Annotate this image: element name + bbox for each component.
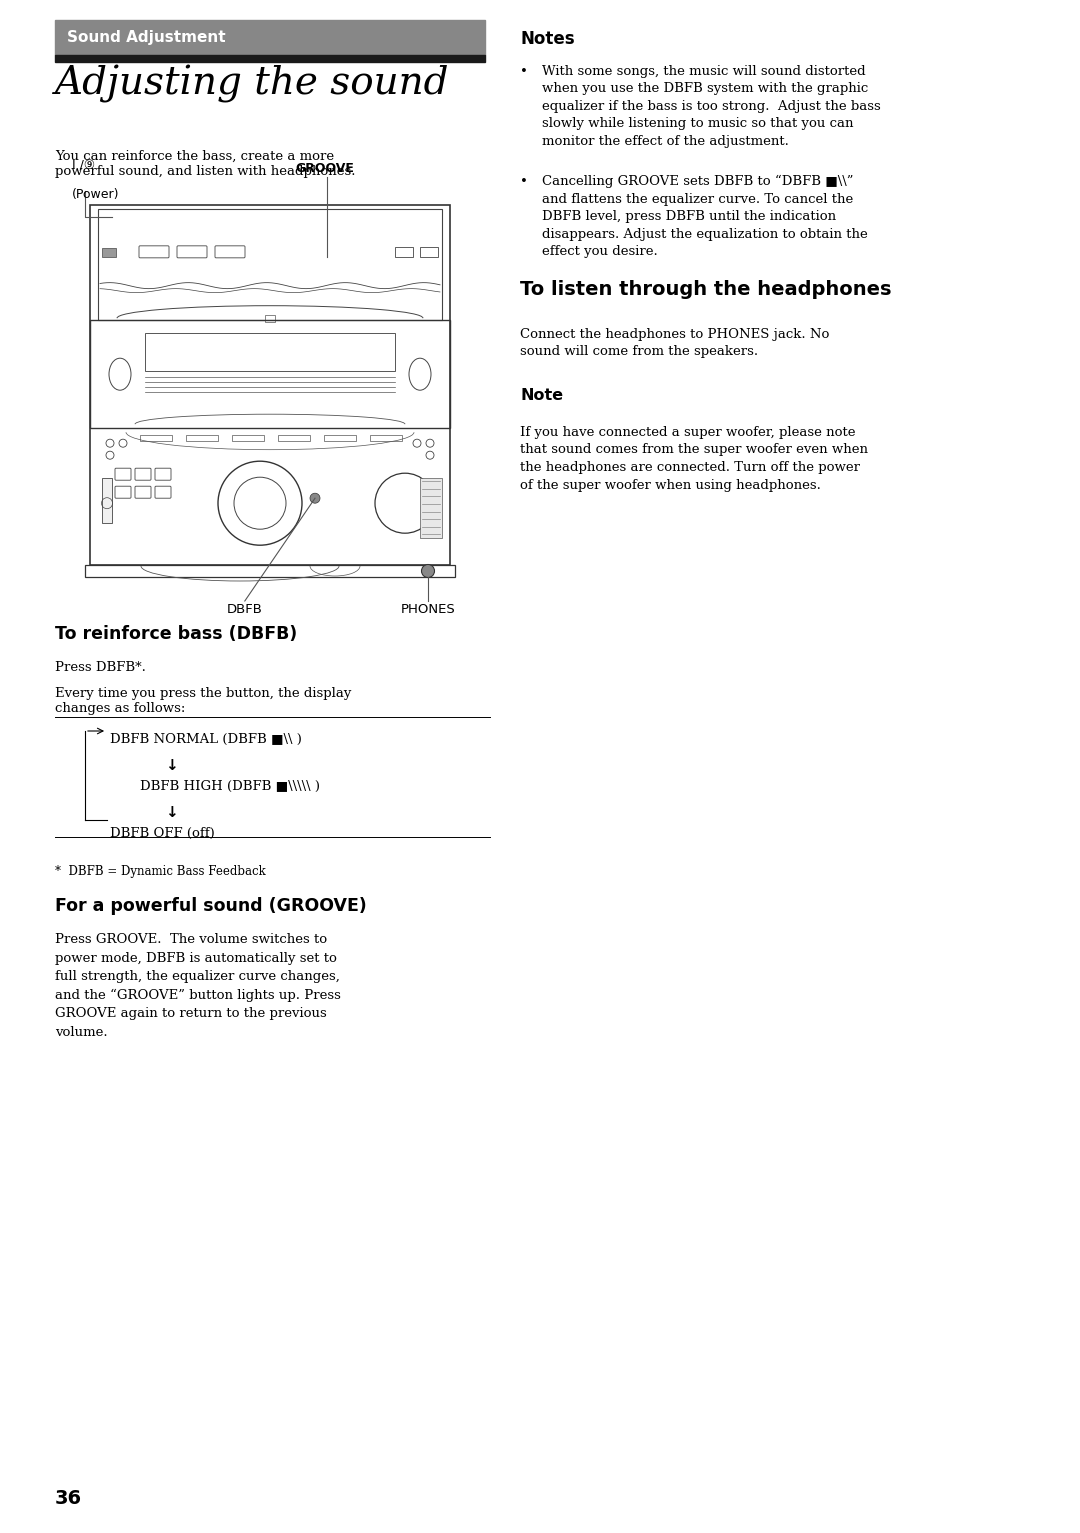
- Circle shape: [310, 494, 320, 503]
- Text: Every time you press the button, the display
changes as follows:: Every time you press the button, the dis…: [55, 687, 351, 714]
- Text: With some songs, the music will sound distorted
when you use the DBFB system wit: With some songs, the music will sound di…: [542, 64, 881, 149]
- Bar: [98, 208, 442, 320]
- Text: ↓: ↓: [165, 805, 178, 820]
- Bar: [55, 55, 485, 61]
- Text: To listen through the headphones: To listen through the headphones: [519, 281, 891, 299]
- Bar: [370, 435, 402, 442]
- Text: To reinforce bass (DBFB): To reinforce bass (DBFB): [55, 625, 297, 642]
- Text: I /⑨: I /⑨: [72, 159, 95, 173]
- Text: DBFB NORMAL (DBFB ■\\ ): DBFB NORMAL (DBFB ■\\ ): [110, 733, 302, 747]
- Text: 36: 36: [55, 1489, 82, 1508]
- Text: For a powerful sound (GROOVE): For a powerful sound (GROOVE): [55, 897, 367, 915]
- Bar: [85, 566, 455, 576]
- Bar: [420, 478, 442, 538]
- Text: •: •: [519, 64, 528, 78]
- Text: Press GROOVE.  The volume switches to
power mode, DBFB is automatically set to
f: Press GROOVE. The volume switches to pow…: [55, 934, 341, 1039]
- Text: PHONES: PHONES: [401, 602, 456, 616]
- Text: Press DBFB*.: Press DBFB*.: [55, 661, 146, 675]
- Text: Cancelling GROOVE sets DBFB to “DBFB ■\\”
and flattens the equalizer curve. To c: Cancelling GROOVE sets DBFB to “DBFB ■\\…: [542, 175, 867, 258]
- Bar: [324, 435, 356, 442]
- Text: DBFB OFF (off): DBFB OFF (off): [110, 826, 215, 840]
- Bar: [265, 316, 275, 322]
- Text: You can reinforce the bass, create a more
powerful sound, and listen with headph: You can reinforce the bass, create a mor…: [55, 150, 355, 178]
- Bar: [102, 478, 112, 523]
- Text: Adjusting the sound: Adjusting the sound: [55, 64, 449, 103]
- Text: Connect the headphones to PHONES jack. No
sound will come from the speakers.: Connect the headphones to PHONES jack. N…: [519, 328, 829, 359]
- Circle shape: [421, 564, 434, 578]
- Text: •: •: [519, 175, 528, 189]
- Bar: [395, 247, 413, 258]
- Bar: [55, 20, 485, 55]
- Bar: [90, 205, 450, 566]
- Text: Note: Note: [519, 388, 563, 403]
- Bar: [420, 247, 438, 258]
- Text: DBFB HIGH (DBFB ■\\\\\ ): DBFB HIGH (DBFB ■\\\\\ ): [140, 780, 320, 793]
- Text: Notes: Notes: [519, 31, 575, 48]
- Bar: [140, 435, 172, 442]
- Bar: [145, 333, 395, 371]
- Bar: [278, 435, 310, 442]
- Text: (Power): (Power): [72, 173, 120, 201]
- Text: GROOVE: GROOVE: [295, 162, 354, 175]
- Bar: [90, 320, 450, 428]
- Bar: [186, 435, 218, 442]
- Text: *  DBFB = Dynamic Bass Feedback: * DBFB = Dynamic Bass Feedback: [55, 865, 266, 878]
- Text: If you have connected a super woofer, please note
that sound comes from the supe: If you have connected a super woofer, pl…: [519, 426, 868, 492]
- Bar: [102, 248, 116, 258]
- Text: DBFB: DBFB: [227, 602, 262, 616]
- Text: Sound Adjustment: Sound Adjustment: [67, 31, 226, 44]
- Text: ↓: ↓: [165, 757, 178, 773]
- Bar: [232, 435, 264, 442]
